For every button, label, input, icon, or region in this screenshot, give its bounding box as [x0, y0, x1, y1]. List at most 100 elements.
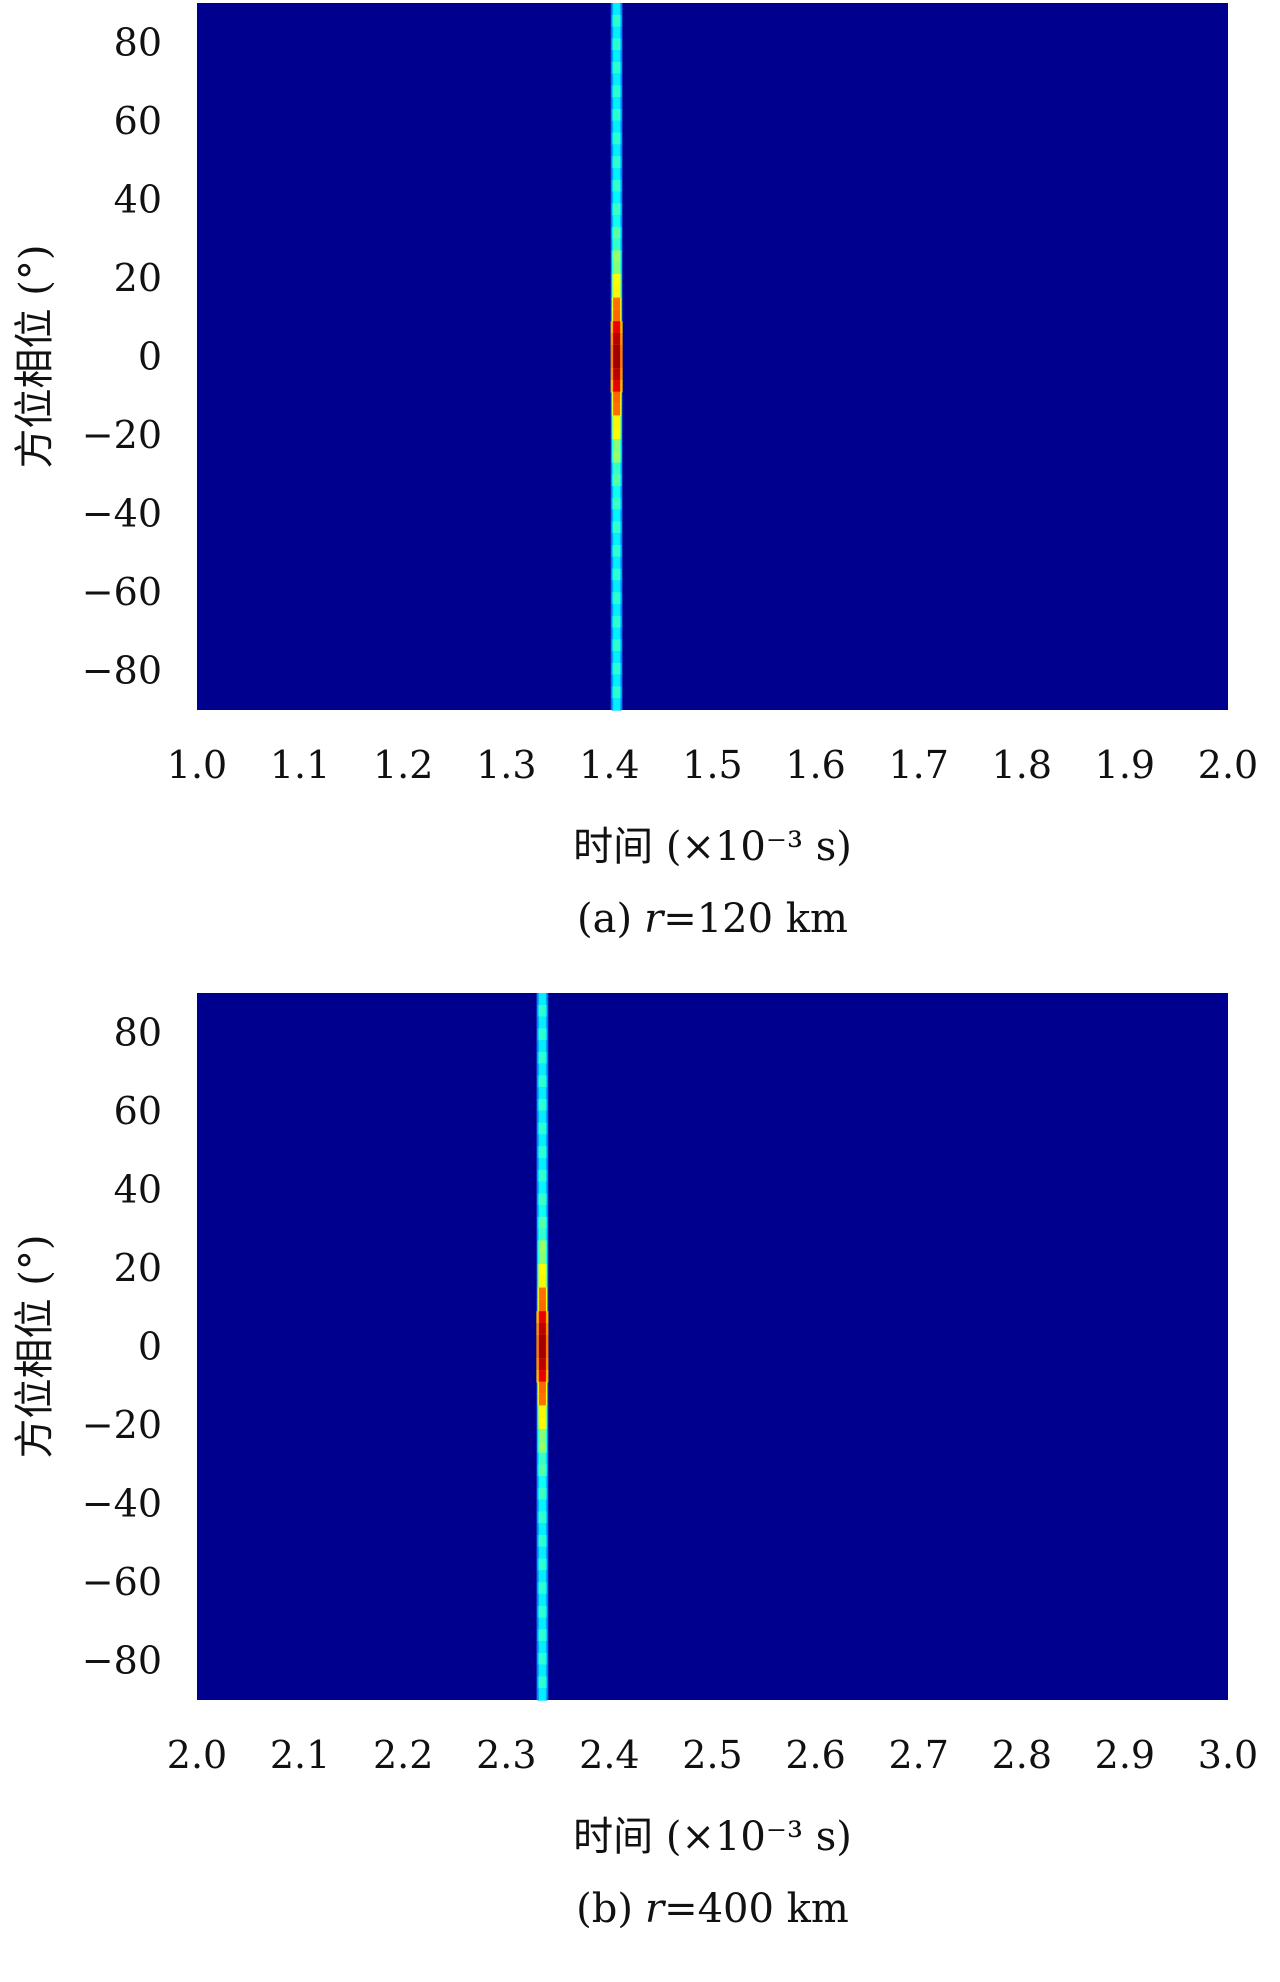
ridge-cell: [613, 250, 621, 263]
ridge-cell: [538, 1346, 546, 1359]
ridge-cell: [613, 332, 621, 346]
ridge-cell: [613, 556, 621, 570]
panel-caption: (b) r=400 km: [576, 1886, 849, 1932]
y-tick-label: 80: [114, 1010, 162, 1054]
ridge-cell: [613, 297, 621, 310]
ridge-cell: [613, 486, 621, 499]
ridge-cell: [613, 38, 621, 51]
ridge-cell: [613, 674, 621, 688]
ridge-cell: [613, 651, 621, 664]
ridge-cell: [613, 450, 621, 464]
ridge-cell: [538, 1216, 546, 1230]
x-tick-label: 1.3: [476, 743, 536, 787]
ridge-cell: [613, 615, 621, 629]
ridge-cell: [538, 1617, 546, 1630]
ridge-cell: [613, 592, 621, 605]
ridge-cell: [613, 438, 621, 452]
ridge-cell: [613, 309, 621, 322]
caption-prefix: (a): [577, 896, 632, 942]
y-tick-label: 0: [138, 1325, 162, 1369]
ridge-cell: [538, 1370, 546, 1383]
ridge-cell: [538, 1169, 546, 1183]
ridge-cell: [613, 179, 621, 193]
ridge-cell: [613, 545, 621, 558]
ridge-cell: [613, 238, 621, 252]
ridge-cell: [538, 1311, 546, 1324]
ridge-cell: [613, 85, 621, 98]
ridge-cell: [613, 226, 621, 240]
x-tick-label: 2.2: [373, 1733, 433, 1777]
x-tick-label: 2.5: [682, 1733, 742, 1777]
ridge-cell: [538, 993, 546, 1006]
ridge-cell: [538, 1476, 546, 1489]
ridge-cell: [613, 3, 621, 16]
ridge-cell: [538, 1676, 546, 1689]
y-tick-label: −40: [82, 1482, 162, 1526]
ridge-cell: [538, 1181, 546, 1194]
x-tick-label: 2.6: [785, 1733, 845, 1777]
ridge-cell: [613, 50, 621, 63]
y-tick-label: −20: [82, 413, 162, 457]
x-tick-label: 3.0: [1198, 1733, 1258, 1777]
y-tick-label: 0: [138, 335, 162, 379]
ridge-cell: [613, 521, 621, 534]
ridge-cell: [538, 1004, 546, 1018]
ridge-cell: [613, 474, 621, 487]
y-axis-label: 方位相位 (°): [12, 1235, 58, 1459]
ridge-cell: [538, 1322, 546, 1336]
ridge-cell: [538, 1652, 546, 1666]
ridge-cell: [613, 156, 621, 169]
ridge-cell: [538, 1157, 546, 1171]
ridge-cell: [538, 1240, 546, 1253]
ridge-cell: [538, 1040, 546, 1053]
ridge-cell: [538, 1605, 546, 1619]
ridge-cell: [538, 1381, 546, 1395]
chart-panel-b: 80 60 40 20 0 −20 −40 −60 −80 2.0 2.1 2.2 2.3 2.4 2.5 2…: [0, 990, 1280, 1982]
ridge-cell: [613, 144, 621, 157]
heatmap-background-b: [197, 993, 1228, 1700]
ridge-cell: [538, 1629, 546, 1642]
ridge-cell: [538, 1193, 546, 1206]
y-tick-label: 20: [114, 1246, 162, 1290]
ridge-cell: [613, 285, 621, 299]
ridge-cell: [538, 1593, 546, 1607]
ridge-cell: [538, 1228, 546, 1242]
ridge-cell: [538, 1688, 546, 1701]
ridge-cell: [613, 215, 621, 228]
ridge-cell: [538, 1146, 546, 1159]
ridge-cell: [538, 1428, 546, 1442]
ridge-cell: [538, 1205, 546, 1218]
ridge-cell: [538, 1087, 546, 1100]
ridge-cell: [613, 533, 621, 546]
ridge-cell: [538, 1252, 546, 1265]
ridge-cell: [538, 1499, 546, 1513]
ridge-cell: [538, 1264, 546, 1277]
y-axis-label: 方位相位 (°): [12, 245, 58, 469]
ridge-cell: [613, 698, 621, 711]
y-tick-label: −80: [82, 1639, 162, 1683]
y-tick-label: 20: [114, 256, 162, 300]
x-tick-label: 2.0: [1198, 743, 1258, 787]
y-tick-label: 60: [114, 1089, 162, 1133]
ridge-cell: [613, 61, 621, 75]
ridge-cell: [613, 132, 621, 145]
ridge-cell: [613, 686, 621, 699]
ridge-cell: [538, 1417, 546, 1430]
ridge-cell: [613, 662, 621, 676]
ridge-cell: [613, 391, 621, 405]
chart-b-svg: 80 60 40 20 0 −20 −40 −60 −80 2.0 2.1 2.2 2.3 2.4 2.5 2…: [12, 993, 1258, 1932]
x-tick-label: 1.2: [373, 743, 433, 787]
ridge-cell: [538, 1099, 546, 1112]
ridge-cell: [613, 120, 621, 134]
x-axis-label: 时间 (×10⁻³ s): [573, 1814, 852, 1860]
ridge-cell: [613, 639, 621, 652]
ridge-cell: [613, 427, 621, 440]
ridge-cell: [613, 356, 621, 369]
ridge-cell: [613, 321, 621, 334]
ridge-cell: [613, 368, 621, 381]
ridge-cell: [613, 415, 621, 428]
y-tick-label: −80: [82, 649, 162, 693]
x-tick-label: 1.6: [785, 743, 845, 787]
y-tick-label: 40: [114, 177, 162, 221]
x-tick-label: 1.5: [682, 743, 742, 787]
